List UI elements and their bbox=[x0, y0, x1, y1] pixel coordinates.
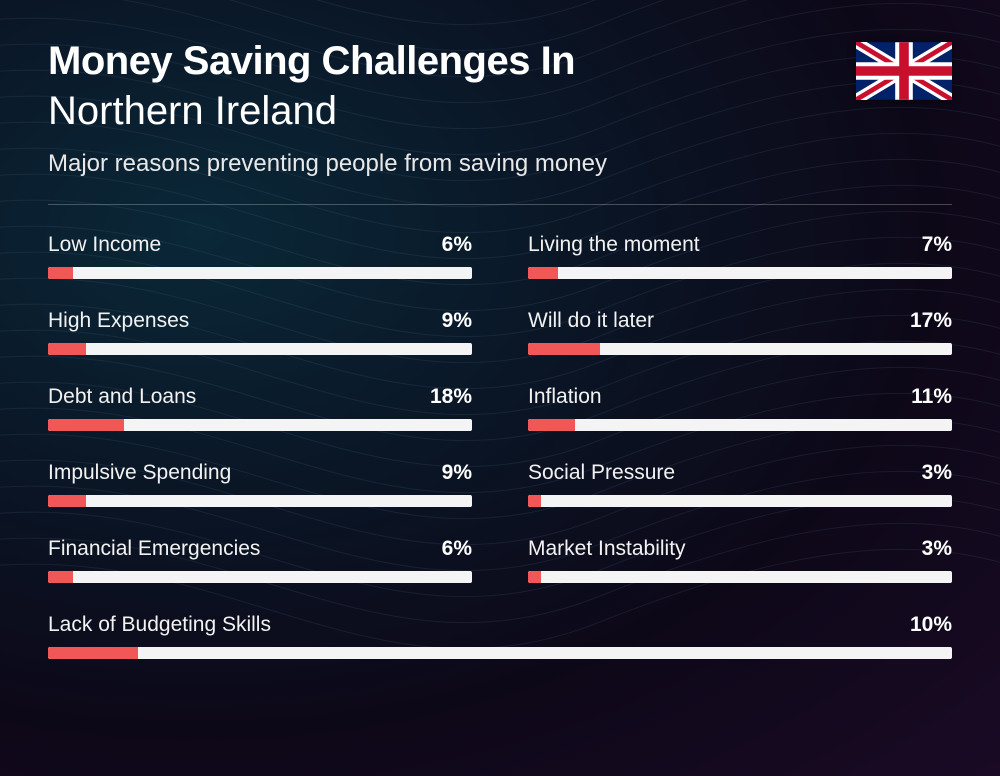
bar-fill bbox=[528, 343, 600, 355]
bar-fill bbox=[48, 267, 73, 279]
bar-track bbox=[528, 419, 952, 431]
bar-header: High Expenses 9% bbox=[48, 309, 472, 333]
bar-fill bbox=[528, 571, 541, 583]
bar-label: Debt and Loans bbox=[48, 385, 196, 409]
bar-header: Social Pressure 3% bbox=[528, 461, 952, 485]
bar-item: Low Income 6% bbox=[48, 233, 472, 279]
bar-header: Living the moment 7% bbox=[528, 233, 952, 257]
bar-value: 9% bbox=[442, 461, 472, 485]
bar-header: Inflation 11% bbox=[528, 385, 952, 409]
bar-value: 3% bbox=[922, 537, 952, 561]
bar-item: Living the moment 7% bbox=[528, 233, 952, 279]
bar-value: 7% bbox=[922, 233, 952, 257]
bar-label: Social Pressure bbox=[528, 461, 675, 485]
bar-header: Financial Emergencies 6% bbox=[48, 537, 472, 561]
bar-header: Impulsive Spending 9% bbox=[48, 461, 472, 485]
bar-label: Will do it later bbox=[528, 309, 654, 333]
bar-item: Lack of Budgeting Skills 10% bbox=[48, 613, 952, 659]
bar-fill bbox=[48, 419, 124, 431]
bar-label: Financial Emergencies bbox=[48, 537, 260, 561]
bar-value: 17% bbox=[910, 309, 952, 333]
bar-track bbox=[528, 267, 952, 279]
bar-item: Debt and Loans 18% bbox=[48, 385, 472, 431]
bar-track bbox=[48, 571, 472, 583]
bar-item: Market Instability 3% bbox=[528, 537, 952, 583]
bar-item: Will do it later 17% bbox=[528, 309, 952, 355]
bar-value: 6% bbox=[442, 233, 472, 257]
bar-track bbox=[528, 571, 952, 583]
header: Money Saving Challenges In Northern Irel… bbox=[48, 38, 952, 205]
bar-value: 10% bbox=[910, 613, 952, 637]
bar-fill bbox=[528, 419, 575, 431]
title-light: Northern Ireland bbox=[48, 86, 952, 136]
bar-header: Will do it later 17% bbox=[528, 309, 952, 333]
bar-item: Social Pressure 3% bbox=[528, 461, 952, 507]
bar-header: Debt and Loans 18% bbox=[48, 385, 472, 409]
bar-item: Impulsive Spending 9% bbox=[48, 461, 472, 507]
bar-label: High Expenses bbox=[48, 309, 189, 333]
bar-value: 6% bbox=[442, 537, 472, 561]
bar-value: 11% bbox=[911, 385, 952, 409]
bar-label: Inflation bbox=[528, 385, 602, 409]
bar-value: 3% bbox=[922, 461, 952, 485]
bar-fill bbox=[528, 267, 558, 279]
bar-fill bbox=[48, 647, 138, 659]
bar-header: Market Instability 3% bbox=[528, 537, 952, 561]
bar-grid: Low Income 6% Living the moment 7% High Expe… bbox=[48, 233, 952, 659]
bar-label: Lack of Budgeting Skills bbox=[48, 613, 271, 637]
bar-value: 18% bbox=[430, 385, 472, 409]
bar-fill bbox=[528, 495, 541, 507]
bar-track bbox=[48, 419, 472, 431]
bar-fill bbox=[48, 495, 86, 507]
bar-item: Financial Emergencies 6% bbox=[48, 537, 472, 583]
bar-label: Low Income bbox=[48, 233, 161, 257]
bar-label: Impulsive Spending bbox=[48, 461, 231, 485]
bar-track bbox=[528, 343, 952, 355]
bar-label: Living the moment bbox=[528, 233, 700, 257]
bar-item: High Expenses 9% bbox=[48, 309, 472, 355]
bar-track bbox=[48, 343, 472, 355]
bar-label: Market Instability bbox=[528, 537, 686, 561]
bar-track bbox=[48, 495, 472, 507]
bar-header: Low Income 6% bbox=[48, 233, 472, 257]
bar-track bbox=[48, 267, 472, 279]
bar-value: 9% bbox=[442, 309, 472, 333]
bar-track bbox=[528, 495, 952, 507]
uk-flag-icon bbox=[856, 42, 952, 100]
bar-fill bbox=[48, 571, 73, 583]
subtitle: Major reasons preventing people from sav… bbox=[48, 150, 952, 178]
bar-header: Lack of Budgeting Skills 10% bbox=[48, 613, 952, 637]
bar-fill bbox=[48, 343, 86, 355]
bar-track bbox=[48, 647, 952, 659]
title-bold: Money Saving Challenges In bbox=[48, 38, 952, 84]
bar-item: Inflation 11% bbox=[528, 385, 952, 431]
